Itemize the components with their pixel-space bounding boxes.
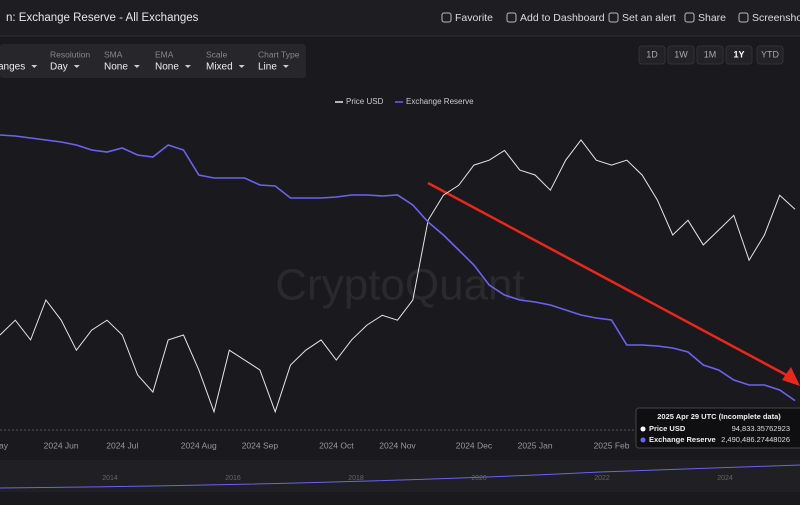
watermark: CryptoQuant [275, 261, 524, 310]
x-tick-label: 2024 Aug [181, 440, 217, 450]
navigator-label: 2016 [225, 475, 241, 482]
navigator [0, 460, 800, 492]
range-label[interactable]: YTD [761, 49, 780, 59]
x-tick-label: 2025 Feb [594, 440, 630, 450]
navigator-label: 2020 [471, 475, 487, 482]
tooltip-value: 2,490,486.27448026 [721, 435, 790, 444]
control-label: Resolution [50, 49, 90, 59]
x-tick-label: 2024 Oct [319, 440, 354, 450]
x-tick-label: 2024 Sep [242, 440, 279, 450]
action-icon[interactable] [441, 12, 452, 23]
action-icon[interactable] [608, 12, 619, 23]
x-tick-label: 2024 Jun [44, 440, 79, 450]
dropdown-caret[interactable] [133, 65, 140, 68]
action-icon[interactable] [738, 12, 749, 23]
navigator-label: 2024 [717, 475, 733, 482]
action-label[interactable]: Share [698, 12, 726, 24]
dropdown-caret[interactable] [73, 65, 80, 68]
tooltip-title: 2025 Apr 29 UTC (Incomplete data) [657, 412, 781, 421]
range-label[interactable]: 1M [704, 49, 717, 59]
tooltip-name: Price USD [649, 424, 686, 433]
control-label: Chart Type [258, 49, 300, 59]
header-bar [0, 0, 800, 36]
action-label[interactable]: Add to Dashboard [520, 12, 605, 24]
action-icon[interactable] [684, 12, 695, 23]
tooltip-name: Exchange Reserve [649, 435, 716, 444]
range-button[interactable] [756, 45, 784, 65]
series-line [0, 134, 796, 402]
tooltip-dot [640, 426, 646, 432]
control-label: SMA [104, 49, 123, 59]
navigator-label: 2014 [102, 475, 118, 482]
range-button[interactable] [696, 45, 724, 65]
control-value[interactable]: Mixed [206, 62, 233, 73]
navigator-line [0, 464, 800, 489]
page-title: n: Exchange Reserve - All Exchanges [6, 12, 199, 24]
range-button[interactable] [725, 45, 753, 65]
series-line [0, 139, 796, 414]
control-value[interactable]: None [104, 62, 128, 73]
control-value[interactable]: anges [0, 62, 25, 73]
action-label[interactable]: Screenshot [752, 12, 800, 24]
dropdown-caret[interactable] [184, 65, 191, 68]
x-tick-label: 2025 Jan [518, 440, 553, 450]
action-label[interactable]: Set an alert [622, 12, 676, 24]
tooltip-box [635, 407, 800, 449]
action-label[interactable]: Favorite [455, 12, 493, 24]
control-value[interactable]: None [155, 62, 179, 73]
dropdown-caret[interactable] [238, 65, 245, 68]
x-tick-label: 2024 Nov [379, 440, 416, 450]
arrow-head [782, 367, 800, 386]
legend-label: Price USD [346, 97, 384, 106]
controls-panel [0, 44, 306, 78]
control-value[interactable]: Line [258, 62, 277, 73]
x-tick-label: May [0, 440, 9, 450]
control-value[interactable]: Day [50, 62, 68, 73]
trend-arrow [427, 181, 793, 380]
control-label: EMA [155, 49, 174, 59]
action-icon[interactable] [506, 12, 517, 23]
range-label[interactable]: 1D [646, 49, 658, 59]
x-tick-label: 2024 Jul [106, 440, 138, 450]
range-button[interactable] [667, 45, 695, 65]
control-label: Scale [206, 49, 228, 59]
legend-label: Exchange Reserve [406, 97, 474, 106]
range-label[interactable]: 1W [674, 49, 688, 59]
tooltip-dot [640, 437, 646, 443]
tooltip-value: 94,833.35762923 [732, 424, 790, 433]
dropdown-caret[interactable] [31, 65, 38, 68]
dropdown-caret[interactable] [282, 65, 289, 68]
navigator-label: 2022 [594, 475, 610, 482]
range-button[interactable] [638, 45, 666, 65]
range-label[interactable]: 1Y [733, 49, 744, 59]
x-tick-label: 2024 Dec [456, 440, 493, 450]
navigator-label: 2018 [348, 475, 364, 482]
